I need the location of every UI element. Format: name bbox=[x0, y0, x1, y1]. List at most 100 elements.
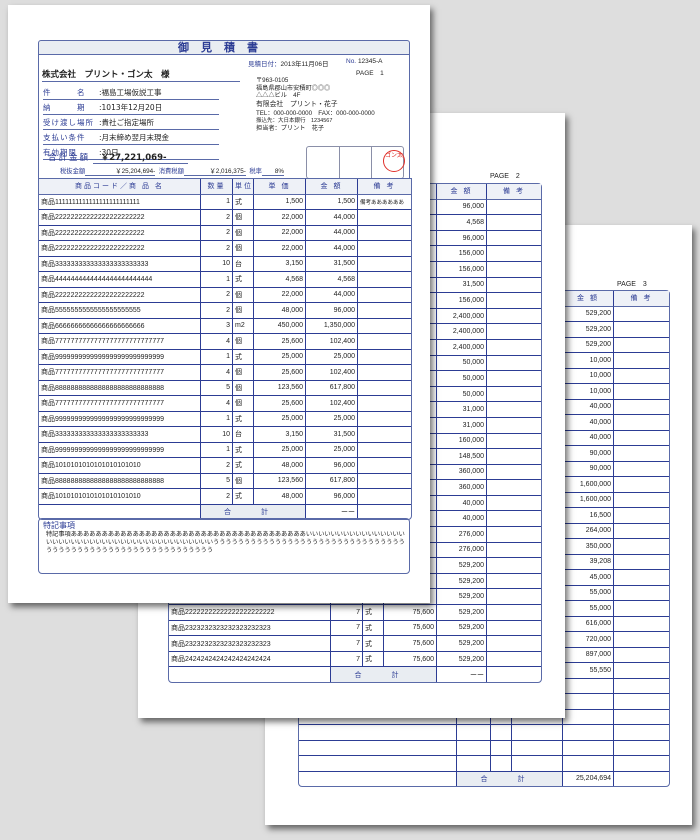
grand-total-label: 合計金額 bbox=[48, 153, 91, 163]
cell-product: 商品8888888888888888888888888888 bbox=[39, 473, 201, 489]
cell-remarks bbox=[487, 511, 541, 528]
cell-remarks bbox=[487, 465, 541, 481]
cell-amount: 31,000 bbox=[437, 402, 487, 418]
cell-amount: 350,000 bbox=[563, 539, 614, 555]
cell-remarks bbox=[614, 415, 669, 431]
cell-amount: 90,000 bbox=[563, 446, 614, 462]
cell-amount: 40,000 bbox=[437, 495, 487, 512]
table-row: 商品333333333333333333333333 10 台 3,150 31,500 bbox=[39, 256, 411, 272]
total-remarks bbox=[487, 667, 541, 682]
cell-amount: 96,000 bbox=[306, 303, 358, 319]
table-row bbox=[299, 756, 669, 772]
cell-remarks bbox=[614, 741, 669, 756]
cell-amount: 529,200 bbox=[437, 605, 487, 621]
grand-total: ￥27,221,069- bbox=[92, 151, 188, 164]
cell-amount: 529,200 bbox=[437, 573, 487, 590]
cell-amount: 529,200 bbox=[437, 558, 487, 574]
cell-price bbox=[512, 725, 563, 741]
cell-amount: 31,500 bbox=[306, 427, 358, 443]
cell-qty: 2 bbox=[201, 210, 233, 226]
tax-rate: 8% bbox=[261, 168, 284, 176]
tax-rate-label: 税率 bbox=[249, 168, 262, 175]
cell-amount: 96,000 bbox=[306, 458, 358, 474]
total-blank bbox=[299, 771, 457, 786]
cell-amount: 45,000 bbox=[563, 570, 614, 586]
cell-remarks bbox=[614, 725, 669, 741]
cell-unit: 式 bbox=[233, 442, 254, 458]
cell-product: 商品1111111111111111111111111 bbox=[39, 194, 201, 210]
cell-qty: 2 bbox=[201, 489, 233, 505]
cell-remarks bbox=[358, 303, 411, 319]
cell-remarks bbox=[614, 431, 669, 446]
cell-unit: 式 bbox=[363, 620, 384, 637]
column-header-remarks: 備 考 bbox=[614, 291, 669, 307]
field-label: 受け渡し場所 bbox=[43, 118, 94, 127]
cell-amount: 720,000 bbox=[563, 632, 614, 648]
cell-remarks bbox=[487, 309, 541, 325]
cell-remarks bbox=[614, 338, 669, 353]
cell-product: 商品2424242424242424242424 bbox=[169, 651, 331, 668]
cell-price: 22,000 bbox=[254, 241, 306, 257]
cell-amount: 50,000 bbox=[437, 355, 487, 372]
column-header-product: 商品コード／商 品 名 bbox=[39, 179, 201, 195]
cell-unit: 個 bbox=[233, 380, 254, 396]
table-row: 商品7777777777777777777777777777 4 個 25,600 10… bbox=[39, 396, 411, 412]
cell-amount: 40,000 bbox=[563, 399, 614, 415]
cell-remarks bbox=[358, 288, 411, 303]
cell-qty: 1 bbox=[201, 442, 233, 458]
cell-remarks bbox=[358, 365, 411, 381]
cell-unit: 式 bbox=[233, 458, 254, 474]
cell-amount: 148,500 bbox=[437, 449, 487, 465]
cell-remarks bbox=[614, 524, 669, 539]
field-value: 30日 bbox=[101, 148, 119, 157]
cell-remarks bbox=[358, 489, 411, 505]
cell-remarks bbox=[487, 371, 541, 387]
cell-amount: 529,200 bbox=[563, 306, 614, 322]
cell-remarks bbox=[358, 427, 411, 443]
column-header-qty: 数量 bbox=[201, 179, 233, 195]
column-header-remarks: 備 考 bbox=[487, 184, 541, 200]
total-label: 合 計 bbox=[457, 771, 563, 786]
info-field: 納 期:1013年12月20日 bbox=[43, 102, 219, 115]
cell-unit: 個 bbox=[233, 334, 254, 350]
cell-remarks bbox=[487, 558, 541, 574]
cell-amount: 50,000 bbox=[437, 371, 487, 387]
cell-remarks bbox=[487, 449, 541, 465]
table-row: 商品7777777777777777777777777777 4 個 25,600 10… bbox=[39, 334, 411, 350]
cell-amount: 4,568 bbox=[437, 215, 487, 231]
tax-label: 消費税額 bbox=[158, 168, 184, 175]
cell-remarks bbox=[358, 412, 411, 427]
cell-amount bbox=[563, 709, 614, 725]
cell-remarks bbox=[358, 334, 411, 350]
cell-remarks bbox=[614, 400, 669, 415]
cell-price: 75,600 bbox=[384, 620, 437, 637]
cell-price: 3,150 bbox=[254, 427, 306, 443]
items-table: 商品コード／商 品 名数量 単位単 価金 額備 考商品11111111111111… bbox=[38, 178, 412, 520]
cell-product: 商品9999999999999999999999999999 bbox=[39, 442, 201, 458]
cell-qty: 4 bbox=[201, 365, 233, 381]
cell-remarks bbox=[487, 652, 541, 668]
table-row: 商品7777777777777777777777777777 4 個 25,600 10… bbox=[39, 365, 411, 381]
cell-price: 123,560 bbox=[254, 380, 306, 396]
cell-price: 22,000 bbox=[254, 287, 306, 303]
cell-remarks bbox=[614, 694, 669, 710]
table-row: 商品333333333333333333333333 10 台 3,150 31,500 bbox=[39, 427, 411, 443]
cell-remarks bbox=[487, 200, 541, 216]
cell-product: 商品66666666666666666666666 bbox=[39, 318, 201, 334]
cell-unit bbox=[491, 725, 512, 741]
cell-amount: 31,000 bbox=[437, 417, 487, 434]
cell-amount: 102,400 bbox=[306, 334, 358, 350]
cell-amount bbox=[563, 678, 614, 694]
cell-remarks bbox=[487, 231, 541, 247]
cell-price: 48,000 bbox=[254, 303, 306, 319]
cell-amount: 897,000 bbox=[563, 647, 614, 663]
cell-remarks bbox=[614, 663, 669, 679]
cell-amount: 40,000 bbox=[563, 415, 614, 431]
total-row: 合 計ーー bbox=[169, 667, 541, 682]
cell-remarks bbox=[358, 458, 411, 474]
cell-amount: 2,400,000 bbox=[437, 308, 487, 325]
cell-unit: 式 bbox=[233, 194, 254, 210]
cell-unit: 式 bbox=[233, 272, 254, 288]
cell-product: 商品5555555555555555555555 bbox=[39, 303, 201, 319]
cell-unit bbox=[491, 756, 512, 772]
